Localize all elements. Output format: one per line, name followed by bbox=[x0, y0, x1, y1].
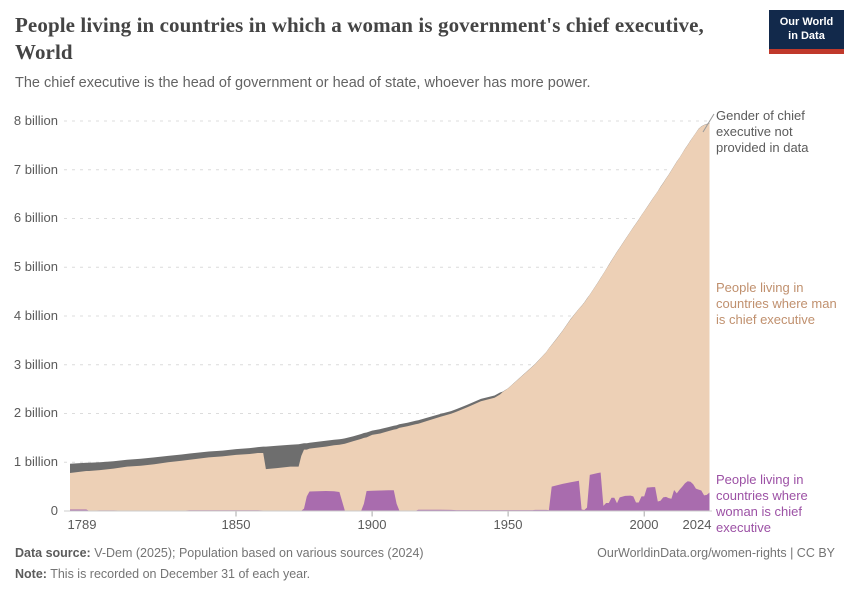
owid-logo-accent-bar bbox=[769, 49, 844, 54]
owid-logo-line2: in Data bbox=[788, 29, 825, 42]
x-tick-1900: 1900 bbox=[357, 517, 387, 532]
x-tick-1789: 1789 bbox=[67, 517, 97, 532]
data-source-label: Data source: bbox=[15, 546, 91, 560]
owid-url-link[interactable]: OurWorldinData.org/women-rights bbox=[597, 546, 787, 560]
owid-logo-box: Our World in Data bbox=[769, 10, 844, 49]
annotation-leader-line bbox=[702, 113, 715, 133]
y-tick-8b: 8 billion bbox=[13, 113, 58, 128]
x-tick-2024: 2024 bbox=[682, 517, 712, 532]
attribution-line: OurWorldinData.org/women-rights | CC BY bbox=[597, 546, 835, 560]
y-tick-7b: 7 billion bbox=[13, 162, 58, 177]
note-value: This is recorded on December 31 of each … bbox=[46, 567, 311, 581]
area-man[interactable] bbox=[70, 123, 710, 511]
owid-logo[interactable]: Our World in Data bbox=[769, 10, 844, 54]
series-label-man: People living in countries where man is … bbox=[716, 280, 837, 327]
data-source-line: Data source: V-Dem (2025); Population ba… bbox=[15, 546, 424, 560]
y-tick-0: 0 bbox=[50, 503, 58, 518]
x-tick-1850: 1850 bbox=[221, 517, 251, 532]
license-separator: | bbox=[786, 546, 797, 560]
note-label: Note: bbox=[15, 567, 47, 581]
series-label-unknown: Gender of chief executive not provided i… bbox=[716, 108, 809, 155]
page-title: People living in countries in which a wo… bbox=[15, 13, 704, 64]
y-tick-2b: 2 billion bbox=[13, 405, 58, 420]
y-tick-4b: 4 billion bbox=[13, 308, 58, 323]
x-tick-2000: 2000 bbox=[629, 517, 659, 532]
y-tick-5b: 5 billion bbox=[13, 259, 58, 274]
y-tick-3b: 3 billion bbox=[13, 357, 58, 372]
x-tick-1950: 1950 bbox=[493, 517, 523, 532]
area-woman[interactable] bbox=[70, 472, 710, 512]
owid-logo-line1: Our World bbox=[779, 16, 834, 28]
y-tick-1b: 1 billion bbox=[13, 454, 58, 469]
y-tick-6b: 6 billion bbox=[13, 210, 58, 225]
note-line: Note: This is recorded on December 31 of… bbox=[15, 567, 310, 581]
chart-subtitle: The chief executive is the head of gover… bbox=[15, 75, 591, 91]
data-source-value: V-Dem (2025); Population based on variou… bbox=[90, 546, 424, 560]
series-label-woman: People living in countries where woman i… bbox=[716, 472, 808, 535]
license-label: CC BY bbox=[796, 546, 835, 560]
